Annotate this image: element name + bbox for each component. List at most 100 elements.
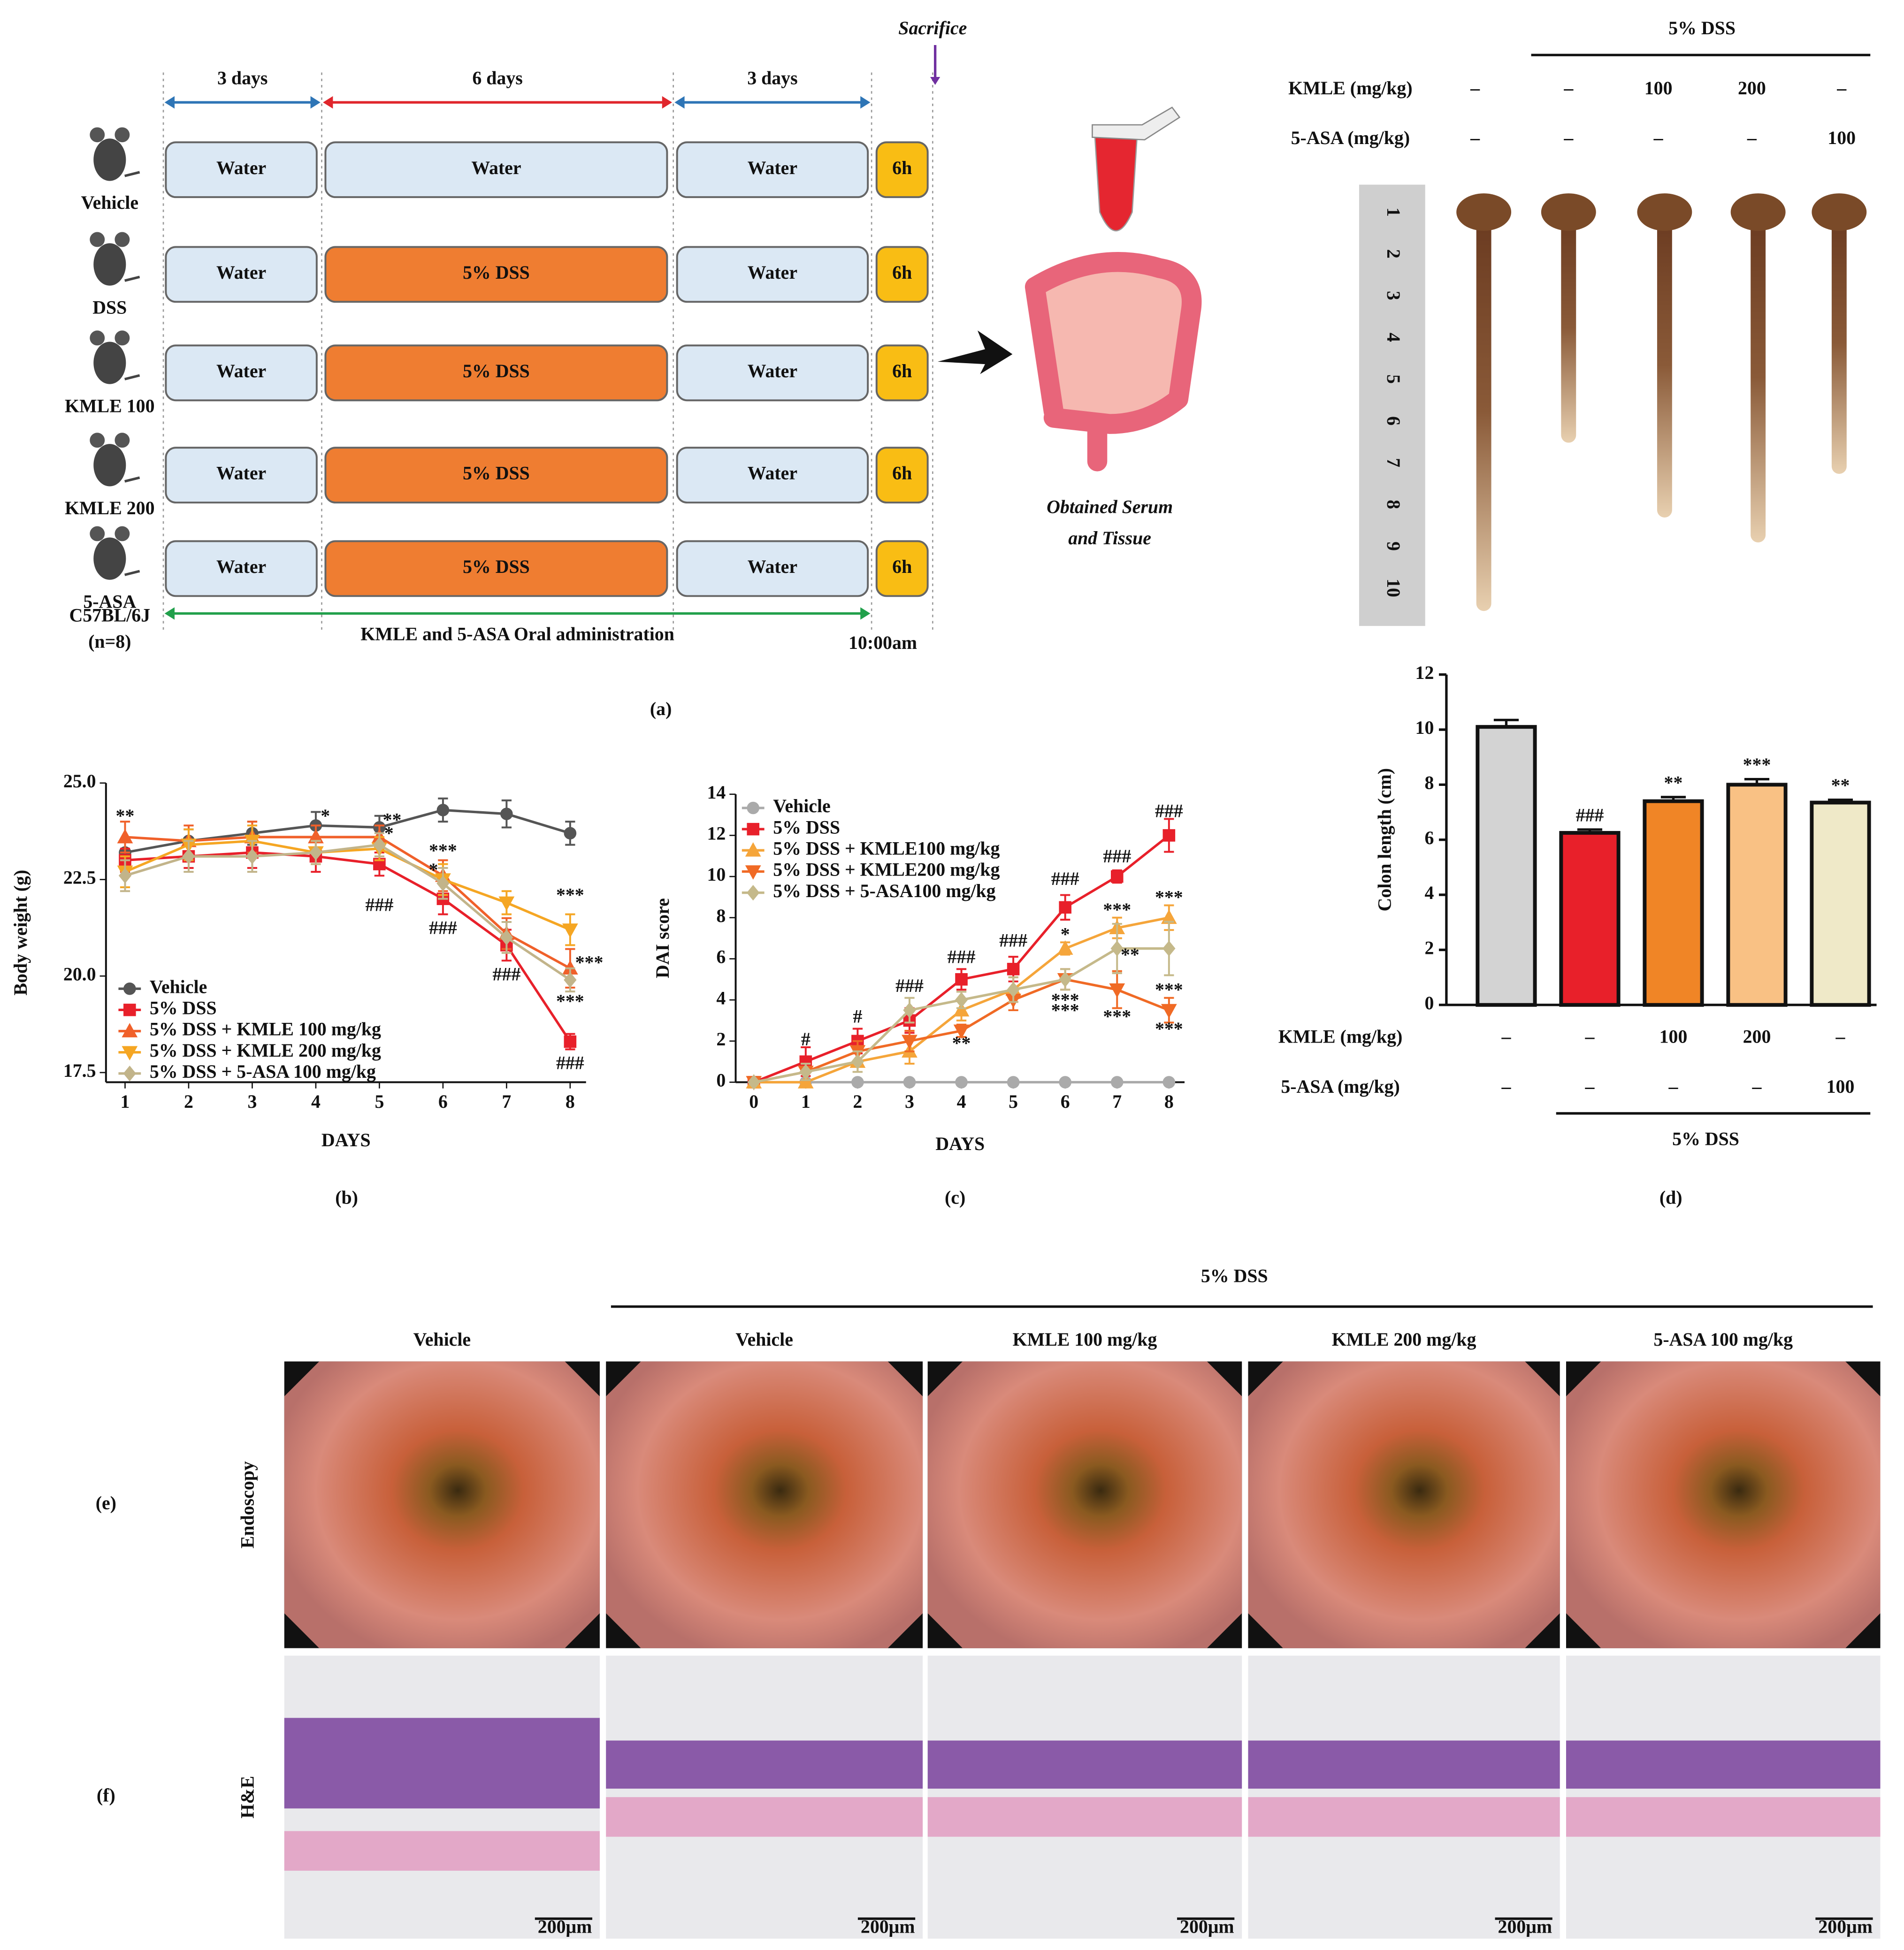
marker [745,865,761,880]
series-line [124,843,571,981]
mouse-tail [124,275,140,282]
x-tick-label: 3 [905,1091,914,1112]
histology-mucosa [284,1718,600,1809]
significance: ### [895,975,924,996]
ruler-number: 9 [1383,541,1404,551]
marker [747,823,760,836]
x-tick-label: 6 [438,1091,448,1112]
ruler-number: 5 [1383,374,1404,384]
y-tick-label: 0 [716,1070,726,1091]
step-label: 5% DSS [463,262,530,283]
arrow-head [860,607,871,620]
y-tick-label: 2 [1424,937,1434,959]
step-box [324,540,668,597]
panel-label: (c) [945,1187,965,1208]
x-tick-label: 4 [311,1091,321,1112]
x-tick-label: 7 [1112,1091,1122,1112]
step-box [165,447,318,504]
step-box [875,344,929,402]
step-label: Water [748,556,797,577]
y-tick-label: 10 [1415,717,1434,738]
step-label: Water [216,556,266,577]
n-label: (n=8) [88,631,131,652]
colon [1476,212,1491,611]
marker [955,992,968,1008]
row-label: 5-ASA (mg/kg) [1291,127,1410,148]
histology-muscle [606,1797,923,1837]
marker [747,801,760,815]
marker [1161,1004,1177,1019]
x-tick-label: 2 [853,1091,862,1112]
column-label: KMLE 100 mg/kg [1013,1329,1157,1350]
y-tick-label: 12 [1415,662,1434,683]
marker [1059,971,1072,988]
marker [1162,940,1176,957]
marker [436,876,450,891]
step-box [165,344,318,402]
marker [309,845,322,861]
y-tick-label: 2 [716,1028,726,1050]
group-label: Vehicle [81,192,138,213]
row-value: 100 [1659,1026,1688,1047]
marker [122,1046,138,1061]
ruler-number: 7 [1383,458,1404,467]
step-label: Water [216,463,266,484]
x-tick-label: 7 [502,1091,511,1112]
phase-label: 3 days [747,68,797,89]
significance: *** [1743,754,1771,775]
significance: *** [556,884,584,906]
ruler-number: 2 [1383,249,1404,259]
marker [1057,940,1073,955]
colon [1561,212,1576,443]
row-value: – [1835,1026,1846,1047]
y-axis-label: Body weight (g) [10,870,31,996]
row-value: – [1668,1076,1679,1097]
marker [118,868,132,884]
marker [1110,1076,1124,1089]
step-box [875,246,929,303]
significance: *** [1155,1018,1183,1039]
histology-mucosa [1566,1740,1881,1789]
x-tick-label: 8 [566,1091,575,1112]
y-tick-label: 4 [716,987,726,1008]
step-box [165,141,318,198]
step-box [165,246,318,303]
y-tick-label: 8 [716,905,726,926]
y-tick-label: 4 [1424,882,1434,903]
mouse-ear [115,433,130,448]
endoscopy-image [606,1361,923,1648]
step-box [676,141,869,198]
mouse-ear [115,526,130,541]
x-tick-label: 4 [957,1091,966,1112]
step-box [324,447,668,504]
marker [903,1002,916,1018]
panel-label: (e) [96,1492,116,1513]
arrow-head [662,96,673,109]
marker [122,1023,138,1037]
step-label: Water [216,360,266,381]
marker [123,982,136,995]
ruler-number: 4 [1383,333,1404,342]
y-tick-label: 0 [1424,992,1434,1013]
group-label: KMLE 200 [65,497,154,518]
endoscopy-image [927,1361,1242,1648]
arrow-head [323,96,333,109]
mouse-tail [124,476,140,483]
marker [1059,901,1071,914]
admin-label: KMLE and 5-ASA Oral administration [360,623,674,644]
x-tick-label: 1 [121,1091,130,1112]
significance: *** [1155,979,1183,1000]
legend-label: 5% DSS [773,816,840,838]
mouse-body [93,342,126,384]
colon [1751,212,1766,543]
marker [498,896,515,911]
column-label: Vehicle [735,1329,793,1350]
y-tick-label: 14 [707,782,726,803]
marker [797,1074,814,1089]
step-box [676,540,869,597]
x-tick-label: 3 [247,1091,257,1112]
y-tick-label: 8 [1424,772,1434,793]
flow-arrow [937,330,1013,374]
histology-muscle [284,1831,600,1871]
